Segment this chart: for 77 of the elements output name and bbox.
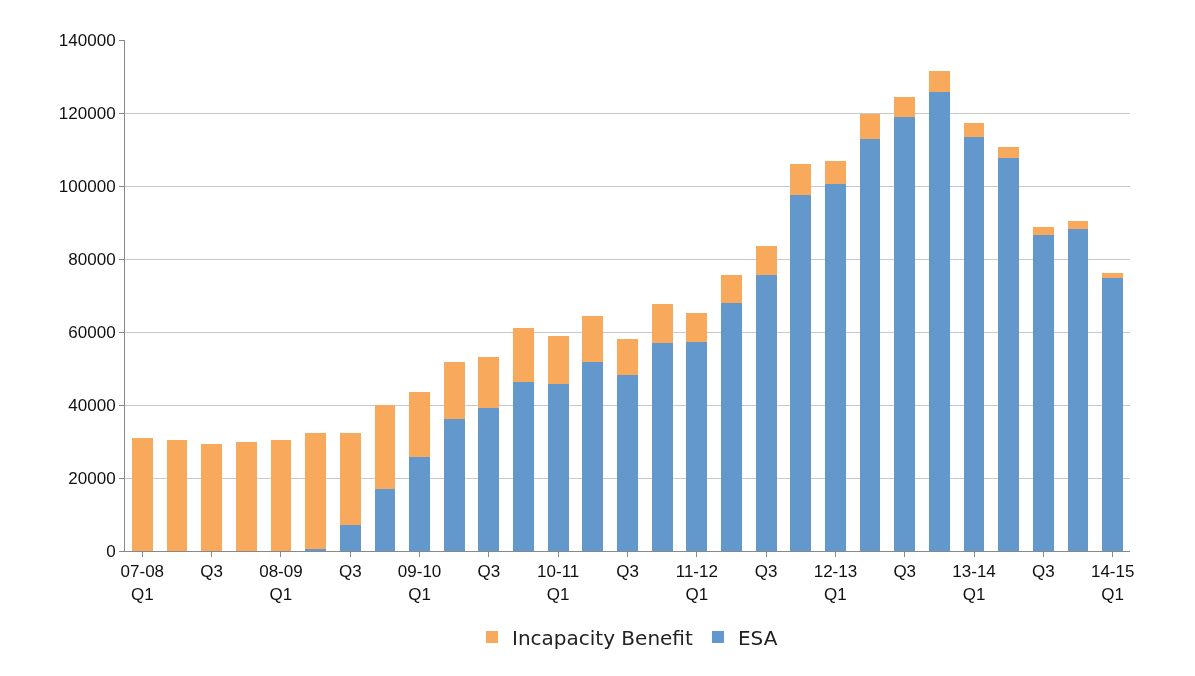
bar (929, 92, 950, 551)
y-tick-label: 40000 (68, 395, 116, 415)
bar (374, 488, 396, 551)
bar (825, 184, 846, 551)
bar (131, 437, 153, 551)
bar (478, 407, 500, 551)
y-tick-label: 120000 (58, 103, 116, 123)
x-tick-label: Q3 (477, 562, 501, 582)
bar (339, 525, 361, 551)
bar (859, 138, 881, 551)
bar (721, 302, 742, 551)
bar (825, 161, 846, 185)
x-tick-label: Q3 (338, 562, 362, 582)
bar (894, 96, 916, 117)
x-tick-label: 10-11 Q1 (537, 562, 580, 604)
x-tick-label: 11-12 Q1 (675, 562, 718, 604)
bar (409, 456, 430, 551)
bar (1067, 221, 1089, 229)
bar (755, 246, 777, 276)
bar (929, 71, 950, 93)
bar (582, 362, 604, 551)
bar (443, 361, 465, 419)
x-tick-label: 12-13 Q1 (813, 562, 858, 604)
bar (513, 328, 534, 383)
bar (547, 335, 569, 384)
bar (443, 418, 465, 551)
x-tick-label: Q3 (1032, 562, 1055, 582)
bar (790, 164, 812, 196)
bar (305, 433, 326, 550)
bar (894, 116, 916, 551)
bar (547, 383, 569, 551)
bar (790, 195, 812, 551)
bar (513, 382, 534, 551)
bar (617, 375, 638, 551)
x-tick-label: 09-10 Q1 (397, 562, 442, 604)
legend-label: Incapacity Benefit (512, 625, 693, 650)
y-tick-label: 140000 (58, 30, 116, 50)
bar (478, 356, 500, 408)
y-tick-label: 20000 (68, 468, 116, 488)
y-tick-label: 80000 (68, 249, 116, 269)
bar (998, 146, 1020, 158)
bar (166, 439, 188, 551)
bar (963, 136, 985, 551)
legend-label: ESA (737, 625, 778, 650)
bar (755, 275, 777, 551)
bar (686, 312, 708, 343)
bar (582, 316, 604, 363)
bar (235, 442, 257, 551)
bar (721, 274, 742, 303)
bar (963, 122, 985, 137)
x-tick-label: Q3 (754, 562, 778, 582)
bar (651, 342, 673, 551)
bar (374, 405, 396, 489)
x-tick-label: 08-09 Q1 (259, 562, 303, 604)
bar (1032, 227, 1054, 235)
y-tick-label: 60000 (68, 322, 116, 342)
bar (651, 303, 673, 343)
bar (686, 342, 708, 551)
x-tick-label: 07-08 Q1 (120, 562, 165, 604)
bar (617, 338, 638, 376)
bar (1102, 272, 1124, 279)
bar (859, 114, 881, 139)
y-tick-label: 0 (106, 541, 116, 561)
bar (1067, 228, 1089, 551)
bar (339, 433, 361, 526)
y-tick-label: 100000 (58, 176, 116, 196)
bar (1032, 234, 1054, 551)
bar (201, 444, 223, 551)
x-tick-label: Q3 (616, 562, 639, 582)
x-tick-label: Q3 (200, 562, 223, 582)
x-tick-label: Q3 (893, 562, 917, 582)
bar (270, 439, 292, 551)
bar (409, 391, 430, 457)
x-tick-label: 14-15 Q1 (1090, 562, 1135, 604)
bar (1102, 278, 1124, 551)
bar (998, 157, 1020, 551)
x-tick-label: 13-14 Q1 (952, 562, 996, 604)
